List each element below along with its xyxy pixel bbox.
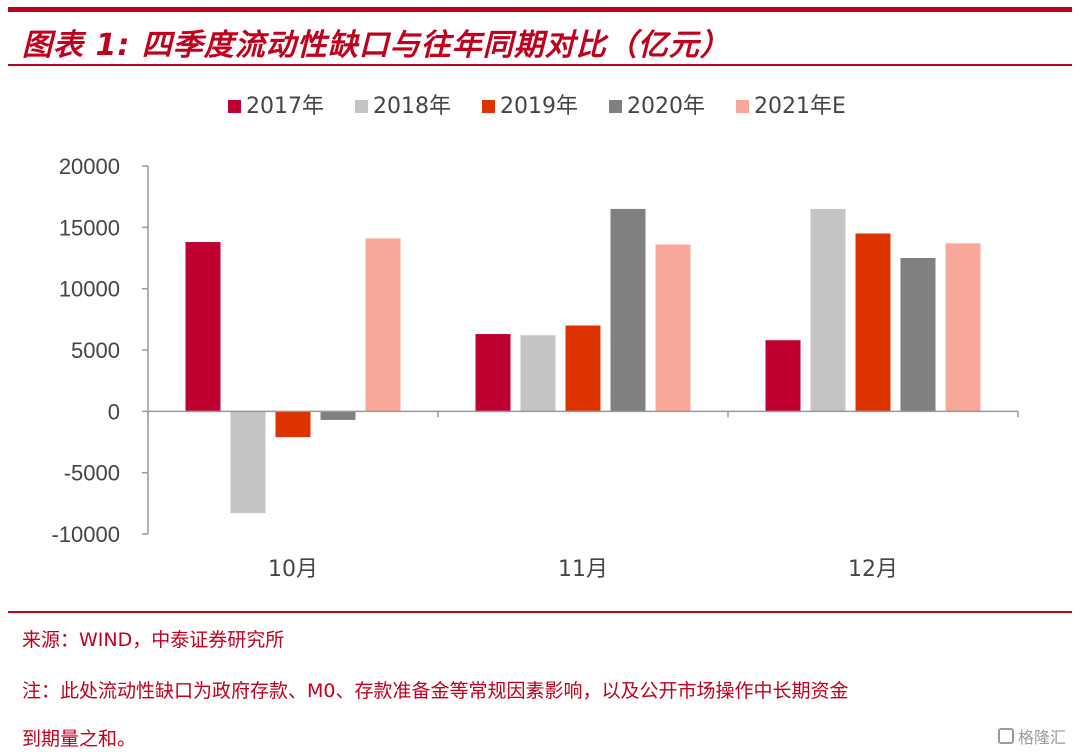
legend-swatch — [228, 100, 241, 113]
legend-swatch — [355, 100, 368, 113]
legend-swatch — [609, 100, 622, 113]
bar-2021年E-12月 — [945, 243, 981, 412]
x-category-label: 12月 — [848, 557, 898, 582]
bar-2019年-12月 — [855, 233, 891, 412]
y-tick-label: 5000 — [71, 338, 120, 363]
y-tick-label: -10000 — [51, 522, 120, 547]
footer-rule — [8, 611, 1072, 613]
title-rule — [8, 64, 1072, 66]
y-axis: 20000 15000 10000 5000 0 -5000 -10000 — [51, 154, 149, 547]
bar-2018年-11月 — [520, 335, 556, 412]
x-category-label: 11月 — [558, 557, 608, 582]
bar-chart: 2017年 2018年 2019年 2020年 2021年E 20000 15000 100… — [51, 94, 1019, 582]
y-tick-label: 0 — [108, 399, 120, 424]
bar-2017年-10月 — [185, 242, 221, 412]
legend-label: 2019年 — [500, 94, 578, 119]
y-tick-label: 20000 — [59, 154, 120, 179]
bar-2017年-11月 — [475, 334, 511, 412]
bar-2019年-11月 — [565, 325, 601, 412]
legend-label: 2017年 — [246, 94, 324, 119]
bar-2021年E-10月 — [365, 238, 401, 412]
watermark-logo-icon — [997, 728, 1014, 744]
bar-2019年-10月 — [275, 411, 311, 438]
x-category-label: 10月 — [268, 557, 318, 582]
x-axis: 10月 11月 12月 — [147, 410, 1019, 582]
bar-2021年E-11月 — [655, 244, 691, 412]
bar-2018年-10月 — [230, 411, 266, 514]
bar-2017年-12月 — [765, 340, 801, 412]
footnote-line-1: 注：此处流动性缺口为政府存款、M0、存款准备金等常规因素影响，以及公开市场操作中… — [22, 680, 849, 702]
legend-label: 2018年 — [373, 94, 451, 119]
watermark: 格隆汇 — [997, 724, 1066, 748]
legend-label: 2021年E — [754, 94, 846, 119]
top-rule — [8, 7, 1072, 12]
bar-2020年-12月 — [900, 258, 936, 412]
footnote-line-2: 到期量之和。 — [22, 728, 137, 750]
legend-label: 2020年 — [627, 94, 705, 119]
figure-title: 图表 1: 四季度流动性缺口与往年同期对比（亿元） — [22, 28, 731, 63]
legend: 2017年 2018年 2019年 2020年 2021年E — [228, 94, 846, 119]
y-tick-label: -5000 — [64, 461, 120, 486]
watermark-text: 格隆汇 — [1017, 728, 1066, 747]
y-tick-label: 10000 — [59, 277, 120, 302]
bar-series — [185, 208, 981, 514]
bar-2020年-10月 — [320, 411, 356, 420]
source-note: 来源：WIND，中泰证券研究所 — [22, 629, 285, 651]
legend-swatch — [482, 100, 495, 113]
legend-swatch — [736, 100, 749, 113]
y-tick-label: 15000 — [59, 215, 120, 240]
bar-2018年-12月 — [810, 208, 846, 412]
bar-2020年-11月 — [610, 208, 646, 412]
